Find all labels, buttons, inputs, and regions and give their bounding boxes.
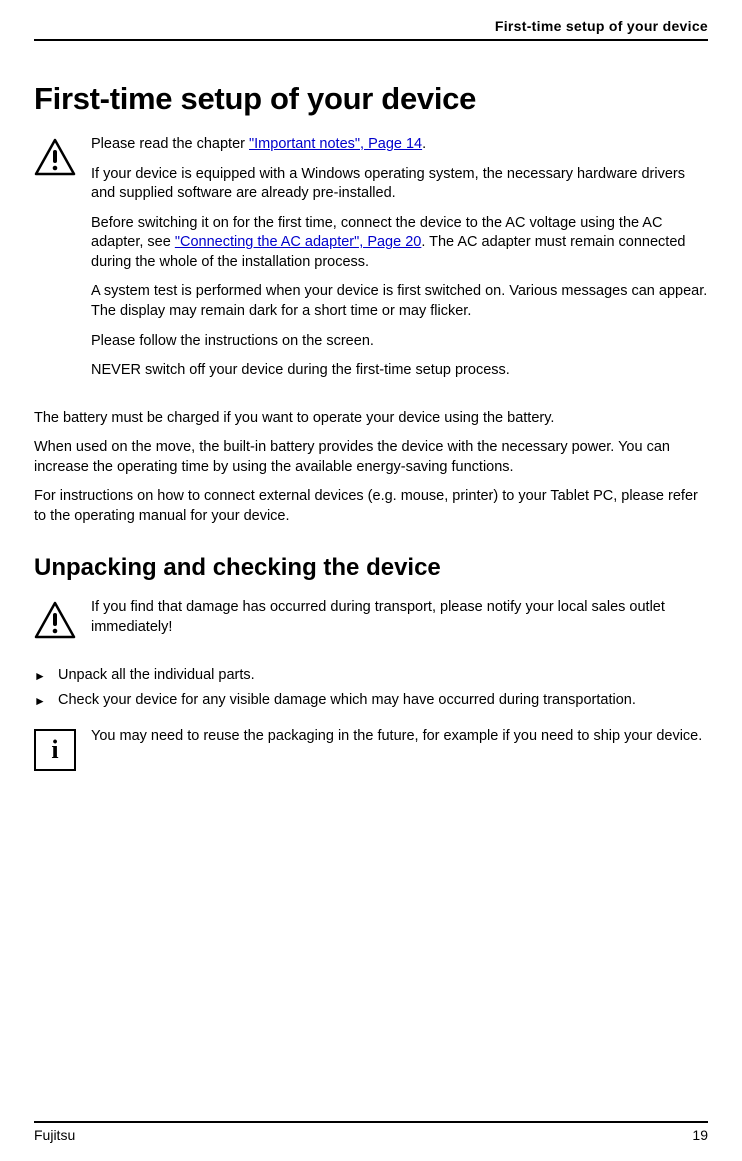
- info-block: i You may need to reuse the packaging in…: [34, 727, 708, 771]
- warning-1-p3: Before switching it on for the first tim…: [91, 214, 708, 273]
- body-p1: The battery must be charged if you want …: [34, 409, 708, 429]
- spacer: [34, 791, 708, 1121]
- warning-1-p4: A system test is performed when your dev…: [91, 282, 708, 321]
- subheading-unpacking: Unpacking and checking the device: [34, 554, 708, 582]
- warning-icon: [34, 138, 76, 176]
- warning-1-p5: Please follow the instructions on the sc…: [91, 332, 708, 352]
- body-p2: When used on the move, the built-in batt…: [34, 438, 708, 477]
- footer-brand: Fujitsu: [34, 1127, 75, 1143]
- body-p3: For instructions on how to connect exter…: [34, 487, 708, 526]
- body-section: The battery must be charged if you want …: [34, 409, 708, 527]
- info-icon: i: [34, 729, 76, 771]
- warning-1-p1: Please read the chapter "Important notes…: [91, 135, 708, 155]
- warning-1-p6: NEVER switch off your device during the …: [91, 361, 708, 381]
- running-header: First-time setup of your device: [34, 18, 708, 41]
- page-footer: Fujitsu 19: [34, 1121, 708, 1161]
- info-icon-letter: i: [51, 735, 58, 765]
- info-text: You may need to reuse the packaging in t…: [91, 727, 708, 747]
- warning-icon: [34, 601, 76, 639]
- warning-1-p1-post: .: [422, 136, 426, 152]
- link-important-notes[interactable]: "Important notes", Page 14: [249, 136, 422, 152]
- warning-block-1: Please read the chapter "Important notes…: [34, 135, 708, 391]
- warning-block-2: If you find that damage has occurred dur…: [34, 598, 708, 647]
- link-ac-adapter[interactable]: "Connecting the AC adapter", Page 20: [175, 234, 422, 250]
- page-title: First-time setup of your device: [34, 81, 708, 117]
- action-item-1: Unpack all the individual parts.: [34, 666, 708, 686]
- warning-1-p2: If your device is equipped with a Window…: [91, 165, 708, 204]
- info-content: You may need to reuse the packaging in t…: [91, 727, 708, 747]
- footer-page-number: 19: [692, 1127, 708, 1143]
- warning-2-text: If you find that damage has occurred dur…: [91, 598, 708, 637]
- action-item-2: Check your device for any visible damage…: [34, 691, 708, 711]
- warning-1-p1-pre: Please read the chapter: [91, 136, 249, 152]
- warning-1-content: Please read the chapter "Important notes…: [91, 135, 708, 391]
- action-list: Unpack all the individual parts. Check y…: [34, 666, 708, 711]
- warning-2-content: If you find that damage has occurred dur…: [91, 598, 708, 647]
